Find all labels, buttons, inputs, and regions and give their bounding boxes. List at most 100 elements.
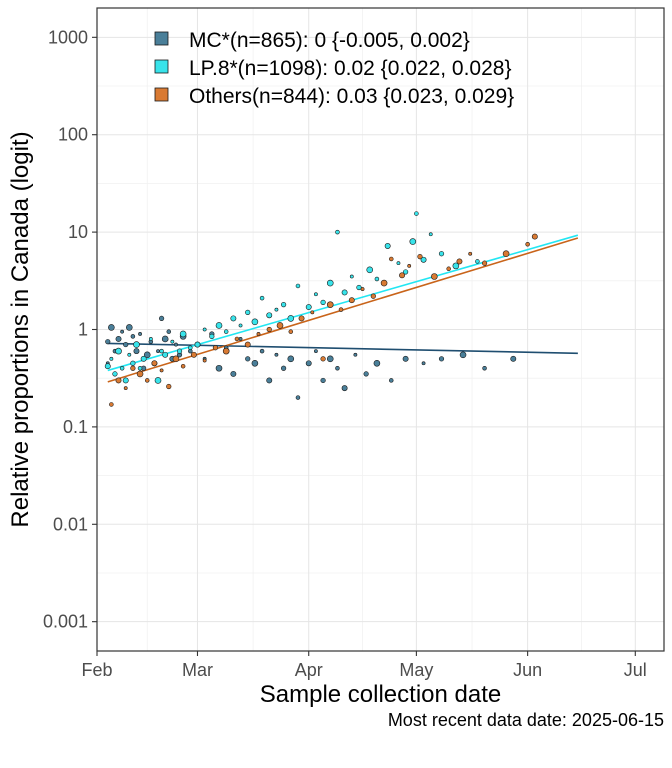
y-axis: 0.001 0.01 0.1 1 10 100 1000 bbox=[43, 27, 97, 632]
data-point bbox=[130, 360, 136, 366]
data-point bbox=[256, 332, 261, 336]
data-point bbox=[531, 233, 538, 240]
data-point bbox=[353, 352, 358, 357]
y-tick-label: 0.01 bbox=[53, 514, 88, 534]
data-point bbox=[108, 324, 115, 331]
data-point bbox=[380, 279, 388, 287]
data-point bbox=[428, 232, 433, 237]
data-point bbox=[127, 352, 132, 357]
data-point bbox=[105, 339, 111, 345]
data-point bbox=[115, 335, 122, 342]
data-point bbox=[230, 315, 237, 322]
data-point bbox=[112, 371, 118, 377]
data-point bbox=[326, 301, 334, 308]
data-point bbox=[403, 269, 409, 275]
data-point bbox=[223, 329, 229, 334]
data-point bbox=[190, 351, 197, 358]
data-point bbox=[356, 284, 362, 291]
series-trend-line bbox=[107, 234, 579, 372]
data-point bbox=[148, 337, 153, 341]
data-point bbox=[230, 370, 237, 377]
data-point bbox=[251, 318, 259, 326]
data-point bbox=[409, 238, 417, 245]
data-point bbox=[305, 360, 312, 367]
data-point bbox=[287, 355, 295, 363]
data-point bbox=[176, 348, 183, 354]
data-point bbox=[143, 351, 151, 359]
data-point bbox=[525, 242, 530, 247]
data-point bbox=[374, 276, 380, 282]
data-point bbox=[238, 323, 243, 328]
data-point bbox=[363, 371, 369, 377]
data-point bbox=[244, 341, 251, 348]
data-point bbox=[222, 347, 230, 355]
data-point bbox=[326, 279, 334, 287]
data-point bbox=[370, 293, 376, 299]
data-point bbox=[281, 302, 287, 308]
data-point bbox=[396, 261, 401, 266]
y-tick-label: 100 bbox=[58, 125, 88, 145]
data-point bbox=[389, 256, 394, 262]
data-point bbox=[158, 315, 165, 322]
data-point bbox=[136, 370, 144, 378]
x-tick-label: Mar bbox=[182, 660, 213, 680]
data-point bbox=[122, 377, 129, 384]
data-point bbox=[482, 366, 487, 371]
data-point bbox=[133, 348, 140, 355]
data-point bbox=[109, 356, 114, 361]
y-tick-label: 1 bbox=[78, 320, 88, 340]
x-tick-label: Feb bbox=[81, 660, 112, 680]
data-point bbox=[104, 363, 111, 370]
data-point bbox=[274, 352, 279, 357]
data-point bbox=[389, 378, 394, 383]
data-point bbox=[287, 315, 295, 322]
data-point bbox=[133, 341, 140, 348]
data-point bbox=[320, 377, 326, 384]
data-point bbox=[123, 341, 129, 348]
grid bbox=[96, 8, 664, 651]
data-point bbox=[140, 355, 147, 362]
data-point bbox=[170, 339, 175, 344]
data-point bbox=[245, 356, 251, 362]
legend-key bbox=[154, 87, 169, 102]
legend-label: Others(n=844): 0.03 {0.023, 0.029} bbox=[189, 85, 514, 108]
data-point bbox=[251, 359, 259, 367]
data-point bbox=[172, 355, 180, 363]
x-axis: Feb Mar Apr May Jun Jul bbox=[81, 651, 647, 680]
data-point bbox=[180, 363, 186, 369]
data-point bbox=[459, 351, 467, 359]
data-point bbox=[125, 324, 133, 331]
data-point bbox=[130, 334, 136, 339]
data-point bbox=[481, 260, 488, 266]
data-point bbox=[188, 345, 193, 350]
data-point bbox=[298, 315, 305, 322]
legend: MC*(n=865): 0 {-0.005, 0.002} LP.8*(n=109… bbox=[154, 29, 514, 108]
series-trend-line bbox=[107, 342, 578, 355]
data-point bbox=[421, 361, 426, 366]
data-point bbox=[326, 355, 334, 363]
data-point bbox=[384, 243, 391, 249]
y-tick-label: 1000 bbox=[48, 27, 88, 47]
data-point bbox=[202, 327, 207, 332]
data-point bbox=[335, 366, 340, 371]
data-point bbox=[159, 348, 164, 354]
data-point bbox=[274, 307, 279, 312]
data-point bbox=[281, 365, 287, 371]
data-point bbox=[502, 250, 510, 258]
y-tick-label: 10 bbox=[68, 222, 88, 242]
data-point bbox=[138, 332, 142, 336]
data-point bbox=[349, 274, 354, 279]
data-point bbox=[468, 251, 473, 256]
data-point bbox=[310, 310, 315, 315]
data-point bbox=[159, 368, 164, 373]
data-point bbox=[179, 330, 187, 338]
data-point bbox=[407, 263, 412, 268]
data-point bbox=[202, 358, 207, 363]
data-point bbox=[475, 259, 480, 264]
y-axis-title: Relative proportions in Canada (logit) bbox=[7, 131, 34, 527]
data-point bbox=[115, 347, 122, 355]
data-point bbox=[209, 333, 215, 339]
data-point bbox=[341, 385, 348, 392]
data-point bbox=[295, 395, 301, 400]
